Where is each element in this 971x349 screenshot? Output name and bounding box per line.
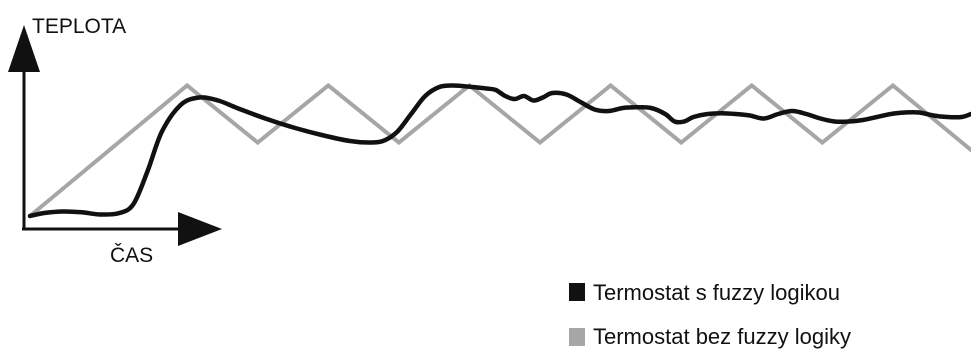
legend: Termostat s fuzzy logikou Termostat bez … (569, 280, 851, 349)
legend-label-fuzzy: Termostat s fuzzy logikou (593, 280, 840, 305)
legend-swatch-no-fuzzy (569, 328, 585, 346)
legend-label-no-fuzzy: Termostat bez fuzzy logiky (593, 324, 851, 349)
series-line-fuzzy (27, 83, 971, 219)
y-axis-label: TEPLOTA (32, 15, 126, 38)
x-axis-arrow (178, 212, 222, 246)
series-line-no-fuzzy (28, 82, 971, 218)
y-axis-arrow (8, 25, 40, 72)
x-axis-label: ČAS (110, 244, 153, 267)
legend-swatch-fuzzy (569, 283, 585, 301)
plot-area (27, 82, 971, 219)
